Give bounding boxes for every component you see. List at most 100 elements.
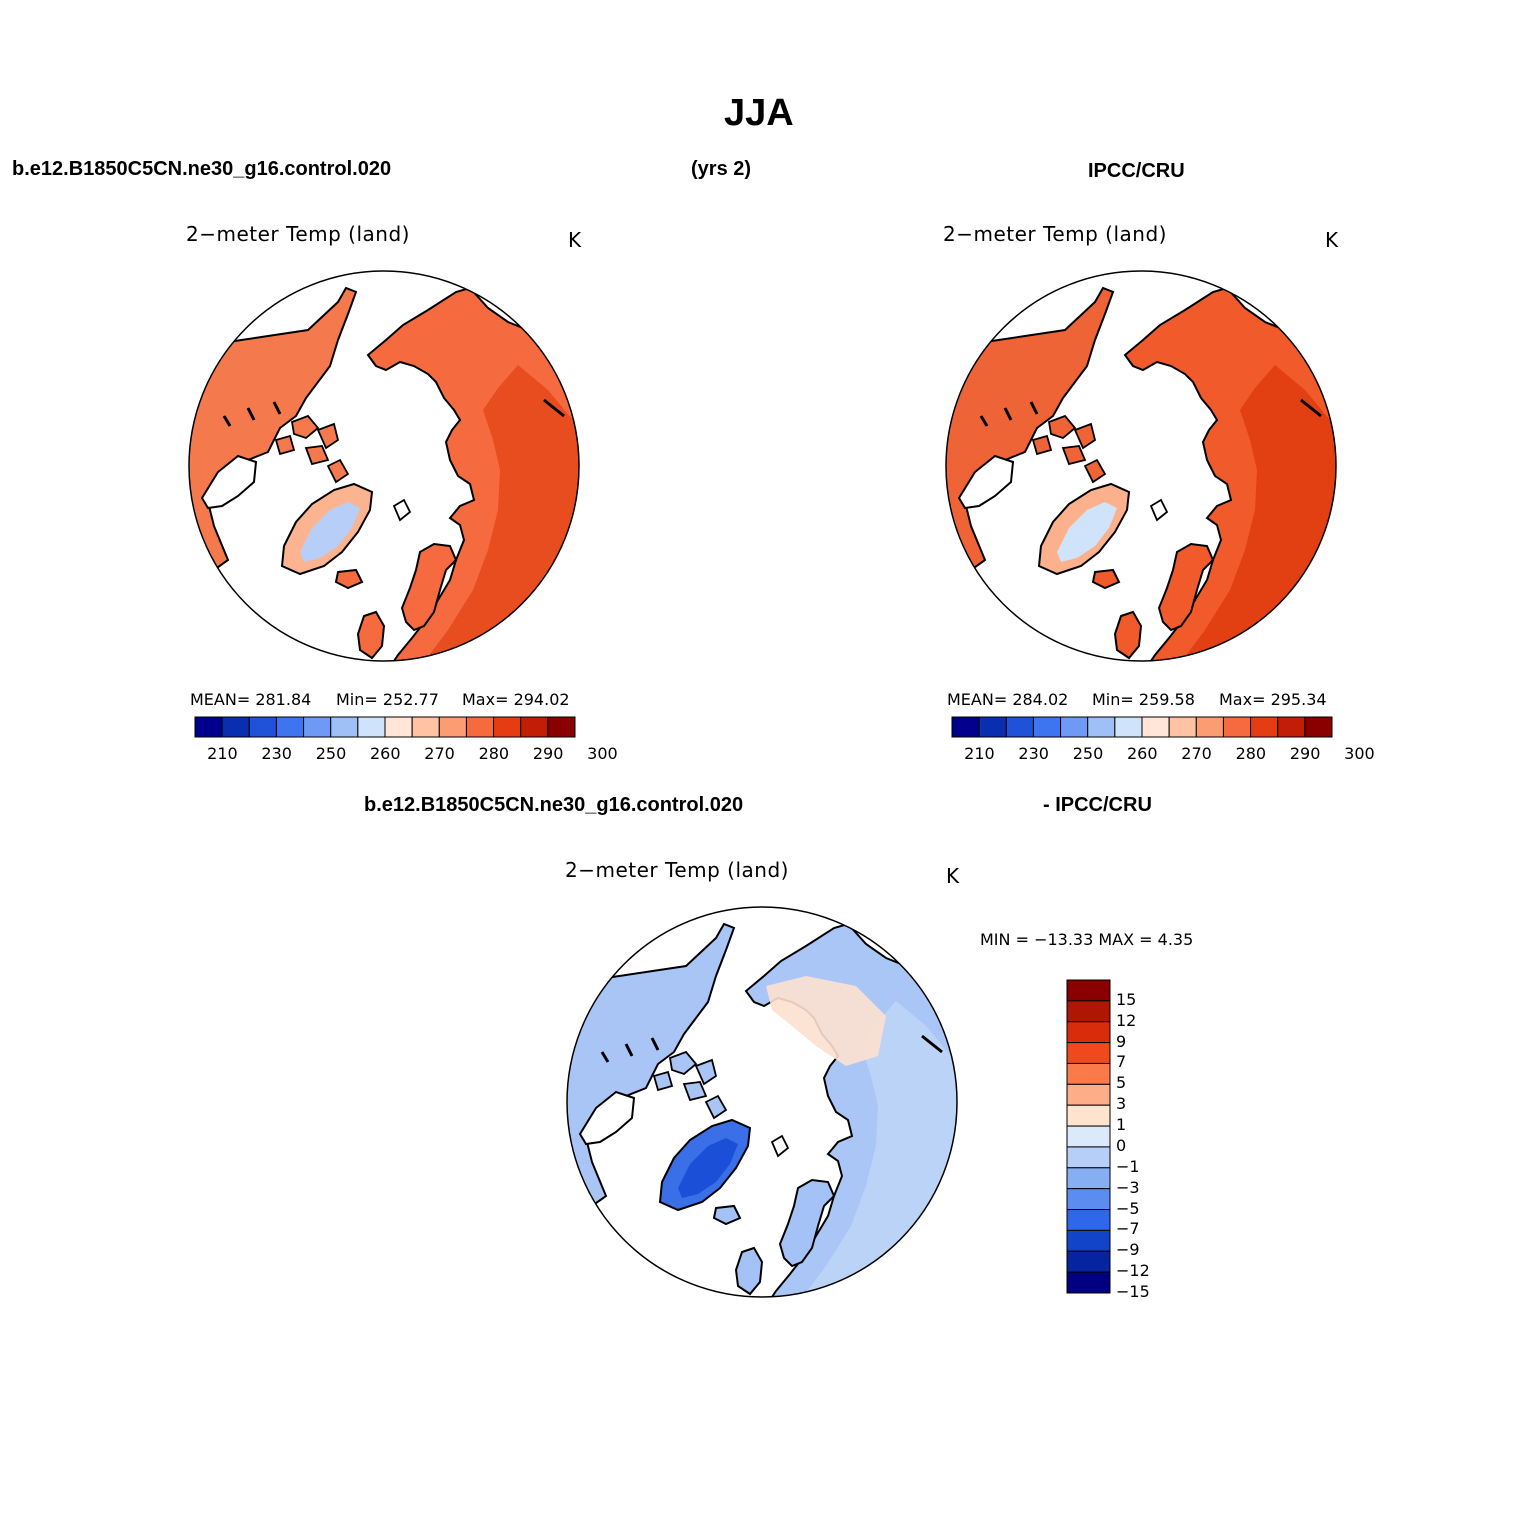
svalbard [392, 498, 412, 522]
arctic-island-3 [274, 434, 296, 456]
colorbar-box [1222, 716, 1252, 738]
case-name-header: b.e12.B1850C5CN.ne30_g16.control.020 [12, 158, 392, 180]
colorbar-tick-label: 5 [1116, 1073, 1127, 1093]
colorbar-tick-label: 270 [1181, 744, 1212, 763]
colorbar-box [357, 716, 386, 738]
arctic-island-2 [682, 1081, 708, 1102]
colorbar-tick-label: 280 [1235, 744, 1267, 763]
colorbar-box [1066, 1167, 1111, 1190]
colorbar-box [1066, 1229, 1111, 1252]
colorbar-box [1066, 1000, 1111, 1023]
obs-mean: MEAN= 284.02 [947, 690, 1069, 709]
colorbar-tick-label: −3 [1116, 1177, 1140, 1197]
colorbar-box [1032, 716, 1062, 738]
arctic-island-4 [1083, 458, 1107, 484]
colorbar-box [1087, 716, 1116, 738]
greenland-ice [1057, 502, 1117, 562]
arctic-island-4 [704, 1094, 728, 1120]
colorbar-box [384, 716, 413, 738]
colorbar-tick-label: 300 [587, 744, 618, 763]
british-isles [356, 610, 386, 660]
colorbar-box [1277, 716, 1306, 738]
arctic-island-3 [1031, 434, 1053, 456]
north-america-landmass [946, 286, 1115, 571]
colorbar-box [1066, 1042, 1111, 1064]
colorbar-box [1066, 1188, 1111, 1211]
lake-markings [222, 398, 565, 427]
model-polar-map [188, 270, 580, 662]
arctic-island-4 [326, 458, 350, 484]
colorbar-box [1005, 716, 1034, 738]
colorbar-box [1066, 1146, 1111, 1169]
model-colorbar [194, 716, 576, 738]
arctic-island-1 [316, 422, 340, 450]
colorbar-box [330, 716, 359, 738]
obs-min: Min= 259.58 [1092, 690, 1195, 709]
colorbar-tick-label: −15 [1116, 1282, 1150, 1301]
map-boundary [188, 270, 580, 662]
years-header: (yrs 2) [691, 158, 752, 180]
colorbar-box [1060, 716, 1089, 738]
colorbar-tick-label: 9 [1116, 1031, 1127, 1051]
colorbar-tick-label: 300 [1344, 744, 1375, 763]
colorbar-box [520, 716, 549, 738]
scandinavia [400, 542, 458, 632]
arctic-island-0 [290, 414, 320, 440]
colorbar-box [411, 716, 440, 738]
siberia-warm-anomaly [766, 976, 886, 1066]
colorbar-tick-label: 270 [424, 744, 455, 763]
hudson-bay [578, 1090, 636, 1146]
colorbar-box [1250, 716, 1279, 738]
arctic-island-2 [304, 445, 330, 466]
arctic-island-1 [694, 1058, 718, 1086]
colorbar-tick-label: 12 [1116, 1010, 1137, 1030]
colorbar-box [438, 716, 467, 738]
colorbar-tick-label: 250 [315, 744, 347, 763]
colorbar-tick-label: 210 [207, 744, 238, 763]
colorbar-box [1304, 716, 1333, 738]
obs-header: IPCC/CRU [1088, 160, 1185, 182]
greenland-ice [300, 502, 360, 562]
colorbar-tick-label: 260 [1127, 744, 1158, 763]
colorbar-tick-label: −12 [1116, 1261, 1150, 1281]
diff-minmax: MIN = −13.33 MAX = 4.35 [980, 930, 1194, 949]
diff-case-header: b.e12.B1850C5CN.ne30_g16.control.020 [364, 794, 744, 816]
colorbar-tick-label: 3 [1116, 1094, 1127, 1114]
colorbar-box [493, 716, 522, 738]
colorbar-tick-label: 7 [1116, 1052, 1127, 1072]
colorbar-tick-label: 280 [478, 744, 510, 763]
difference-polar-map [566, 906, 958, 1298]
hudson-bay [200, 454, 258, 510]
colorbar-box [1141, 716, 1170, 738]
north-america-landmass [189, 286, 358, 571]
colorbar-tick-label: 210 [964, 744, 995, 763]
colorbar-tick-label: 260 [370, 744, 401, 763]
colorbar-tick-label: 250 [1072, 744, 1104, 763]
diff-obs-header: - IPCC/CRU [1043, 794, 1152, 816]
model-mean: MEAN= 281.84 [190, 690, 312, 709]
hudson-bay [957, 454, 1015, 510]
scandinavia [778, 1178, 836, 1268]
colorbar-box [1195, 716, 1224, 738]
panel-obs-title: 2−meter Temp (land) [943, 222, 1167, 246]
colorbar-tick-label: 1 [1116, 1115, 1127, 1135]
colorbar-box [1066, 1062, 1111, 1085]
colorbar-tick-label: 230 [261, 744, 292, 763]
colorbar-box [1168, 716, 1197, 738]
obs-colorbar [951, 716, 1333, 738]
colorbar-box [303, 716, 332, 738]
map-boundary [566, 906, 958, 1298]
colorbar-box [1066, 1104, 1111, 1127]
obs-max: Max= 295.34 [1219, 690, 1327, 709]
colorbar-box [221, 716, 250, 738]
arctic-island-1 [1073, 422, 1097, 450]
colorbar-tick-label: 290 [532, 744, 564, 763]
colorbar-tick-label: 290 [1289, 744, 1321, 763]
map-boundary [945, 270, 1337, 662]
colorbar-tick-label: 0 [1116, 1135, 1127, 1155]
colorbar-tick-label: 230 [1018, 744, 1049, 763]
lake-markings [600, 1034, 943, 1063]
colorbar-box [248, 716, 277, 738]
arctic-island-3 [652, 1070, 674, 1092]
british-isles [1113, 610, 1143, 660]
